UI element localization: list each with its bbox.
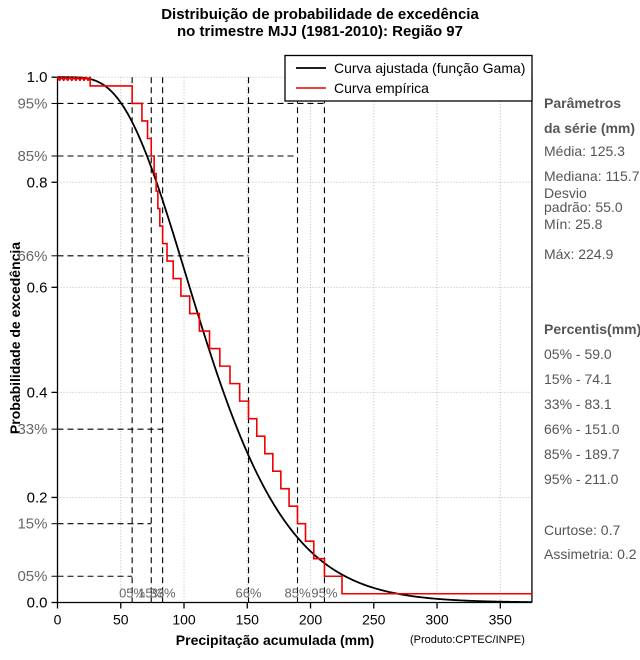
svg-text:Curva empírica: Curva empírica xyxy=(334,80,429,96)
svg-text:350: 350 xyxy=(489,612,513,628)
svg-text:250: 250 xyxy=(362,612,386,628)
svg-text:85%: 85% xyxy=(17,148,47,165)
svg-text:0.0: 0.0 xyxy=(27,595,48,612)
svg-text:33% - 83.1: 33% - 83.1 xyxy=(544,396,612,412)
svg-text:0.4: 0.4 xyxy=(27,384,48,401)
svg-text:0.2: 0.2 xyxy=(27,489,48,506)
svg-text:1.0: 1.0 xyxy=(27,69,48,86)
svg-text:Parâmetros: Parâmetros xyxy=(544,95,621,111)
svg-text:200: 200 xyxy=(299,612,323,628)
svg-text:0.6: 0.6 xyxy=(27,279,48,296)
svg-text:95% - 211.0: 95% - 211.0 xyxy=(544,471,619,487)
svg-text:Máx: 224.9: Máx: 224.9 xyxy=(544,246,613,262)
svg-text:95%: 95% xyxy=(311,586,337,601)
svg-text:50: 50 xyxy=(113,612,129,628)
svg-text:05% - 59.0: 05% - 59.0 xyxy=(544,346,612,362)
svg-text:100: 100 xyxy=(172,612,196,628)
svg-text:66%: 66% xyxy=(235,586,261,601)
svg-text:Média: 125.3: Média: 125.3 xyxy=(544,143,625,159)
svg-text:300: 300 xyxy=(425,612,449,628)
svg-text:Mín: 25.8: Mín: 25.8 xyxy=(544,216,603,232)
svg-text:Mediana: 115.7: Mediana: 115.7 xyxy=(544,168,640,184)
svg-text:66% - 151.0: 66% - 151.0 xyxy=(544,421,620,437)
svg-text:Percentis(mm): Percentis(mm) xyxy=(544,321,640,337)
svg-text:Curtose: 0.7: Curtose: 0.7 xyxy=(544,522,620,538)
svg-text:33%: 33% xyxy=(150,586,176,601)
svg-text:85% - 189.7: 85% - 189.7 xyxy=(544,446,620,462)
svg-text:0.8: 0.8 xyxy=(27,174,48,191)
svg-text:da série (mm): da série (mm) xyxy=(544,120,635,136)
svg-text:66%: 66% xyxy=(17,248,47,265)
svg-text:95%: 95% xyxy=(17,96,47,113)
svg-text:15% - 74.1: 15% - 74.1 xyxy=(544,371,612,387)
svg-text:padrão: 55.0: padrão: 55.0 xyxy=(544,199,623,215)
svg-text:05%: 05% xyxy=(17,568,47,585)
svg-text:15%: 15% xyxy=(17,516,47,533)
svg-text:0: 0 xyxy=(54,612,62,628)
svg-text:150: 150 xyxy=(236,612,260,628)
svg-text:85%: 85% xyxy=(284,586,310,601)
svg-text:Curva ajustada (função Gama): Curva ajustada (função Gama) xyxy=(334,60,525,76)
svg-text:33%: 33% xyxy=(17,421,47,438)
svg-text:Assimetria: 0.2: Assimetria: 0.2 xyxy=(544,546,637,562)
